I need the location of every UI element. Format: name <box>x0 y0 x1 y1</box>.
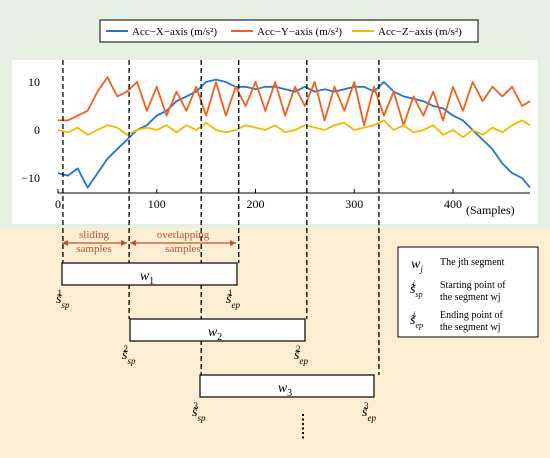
window-3-label: w3 <box>278 381 292 399</box>
key-ep-symbol: s̃epj <box>410 310 423 330</box>
series-line-z <box>57 119 531 139</box>
window-2: w2 s̃sp2 s̃ep2 <box>122 318 308 366</box>
window-1-start-label: s̃sp1 <box>56 288 70 310</box>
x-tick-label: 300 <box>345 197 363 211</box>
y-tick-label: 0 <box>34 123 40 137</box>
key-ep-text-line1: Ending point of <box>440 310 503 321</box>
sliding-arrow-head-left <box>62 240 68 246</box>
window-3-end-label: s̃ep3 <box>362 401 376 423</box>
series-line-y <box>58 76 531 127</box>
x-tick-label: 200 <box>246 197 264 211</box>
overlapping-arrow-head-right <box>230 240 236 246</box>
y-tick-label: −10 <box>21 171 40 185</box>
key-frame <box>397 246 539 338</box>
overlapping-arrow-head-left <box>130 240 136 246</box>
legend-x-label: Acc−X−axis (m/s²) <box>132 26 217 38</box>
x-tick-label: 0 <box>55 197 61 211</box>
window-3: w3 s̃sp3 s̃ep3 <box>192 374 376 423</box>
window-1: w1 s̃sp1 s̃ep1 <box>56 262 240 310</box>
legend-box <box>99 19 479 43</box>
window-1-label: w1 <box>140 269 154 287</box>
window-3-start-label: s̃sp3 <box>192 401 206 423</box>
key-sp-text-line2: the segment wj <box>440 292 501 303</box>
legend-z-label: Acc−Z−axis (m/s²) <box>378 26 462 38</box>
annotations: sliding samples overlapping samples <box>62 229 236 255</box>
key-sp-symbol: s̃spj <box>410 279 423 299</box>
window-3-box <box>199 374 375 398</box>
key-ep-text-line2: the segment wj <box>440 322 501 333</box>
x-tick-label: 400 <box>444 197 462 211</box>
window-2-end-label: s̃ep2 <box>294 344 308 366</box>
key-w-text: The jth segment <box>440 257 505 268</box>
window-2-box <box>129 318 306 342</box>
overlapping-label-line2: samples <box>165 243 200 255</box>
key-w-symbol: wj <box>411 257 423 274</box>
y-tick-label: 10 <box>28 75 40 89</box>
window-1-end-label: s̃ep1 <box>226 288 240 310</box>
window-2-start-label: s̃sp2 <box>122 344 136 366</box>
x-tick-label: 100 <box>148 197 166 211</box>
overlapping-label-line1: overlapping <box>157 229 210 241</box>
window-1-box <box>61 262 238 286</box>
sliding-arrow-head-right <box>121 240 127 246</box>
legend-y-label: Acc−Y−axis (m/s²) <box>257 26 342 38</box>
sliding-label-line1: sliding <box>79 229 109 241</box>
x-axis-label: (Samples) <box>466 203 515 217</box>
key-sp-text-line1: Starting point of <box>440 280 506 291</box>
window-2-label: w2 <box>208 325 222 343</box>
key-box: wj The jth segment s̃spj Starting point … <box>397 246 539 338</box>
sliding-label-line2: samples <box>76 243 111 255</box>
legend: Acc−X−axis (m/s²) Acc−Y−axis (m/s²) Acc−… <box>99 19 479 43</box>
